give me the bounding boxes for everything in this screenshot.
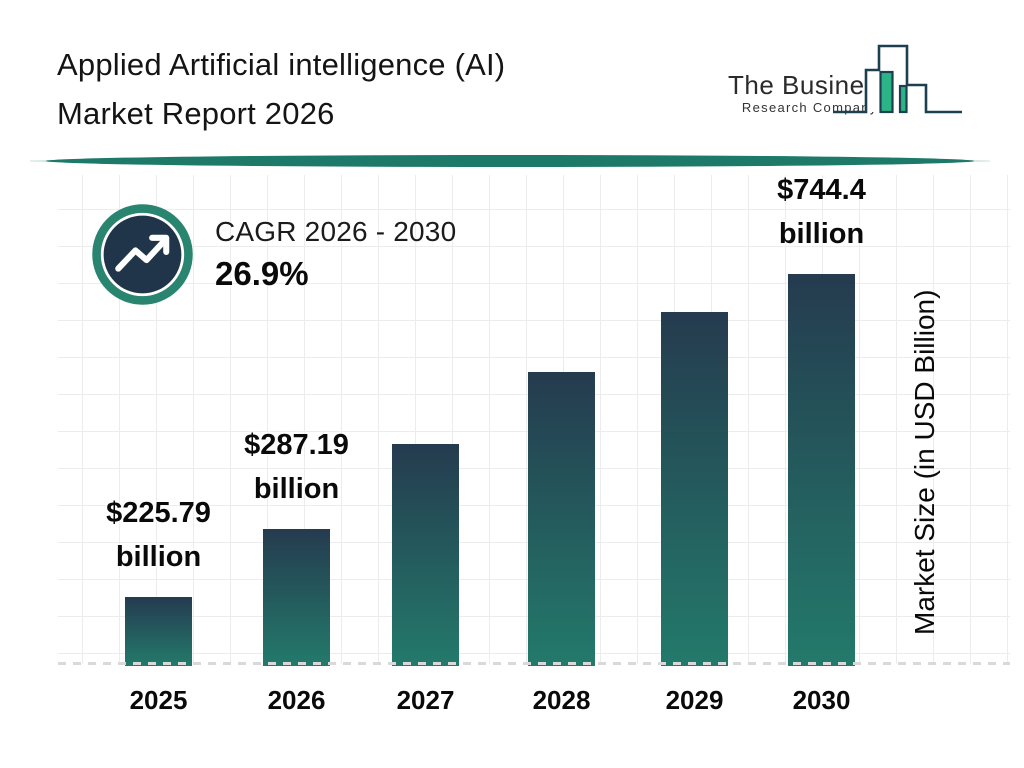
bar-2030 — [788, 274, 855, 666]
bar-value-line1: $225.79 — [106, 497, 211, 529]
page-title: Applied Artificial intelligence (AI) Mar… — [57, 40, 505, 138]
bar-2026 — [263, 529, 330, 666]
x-axis-label-2028: 2028 — [532, 685, 591, 715]
bar-value-line2: billion — [778, 218, 865, 250]
bar-2028 — [528, 372, 595, 666]
x-axis-label-2029: 2029 — [665, 685, 724, 715]
bar-value-line1: $287.19 — [244, 429, 349, 461]
bar-group-2030: $744.4 billion 2030 — [777, 174, 866, 715]
bar-2027 — [392, 444, 459, 666]
divider-lens-shape — [46, 155, 974, 167]
bar-group-2026: $287.19 billion 2026 — [244, 175, 349, 715]
divider-rule — [30, 152, 990, 170]
bar-group-2029: 2029 — [661, 175, 728, 715]
bar-chart: CAGR 2026 - 2030 26.9% $225.79 billion 2… — [58, 174, 1010, 715]
x-axis-label-2026: 2026 — [267, 685, 326, 715]
bar-chart-skyline-icon — [833, 44, 962, 114]
bar-value-line2: billion — [253, 473, 340, 505]
bar-2025 — [125, 597, 192, 666]
page-title-line1: Applied Artificial intelligence (AI) — [57, 47, 506, 82]
cagr-value: 26.9% — [215, 255, 309, 292]
bar-value-label-2026: $287.19 billion — [157, 423, 437, 511]
cagr-text: CAGR 2026 - 2030 26.9% — [215, 216, 456, 293]
company-name: The Business — [728, 70, 892, 100]
trending-up-icon — [92, 204, 193, 305]
bar-value-label-2030: $744.4 billion — [682, 168, 962, 256]
page-title-line2: Market Report 2026 — [57, 96, 335, 131]
x-axis-label-2025: 2025 — [129, 685, 188, 715]
bar-value-label-2025: $225.79 billion — [19, 491, 299, 579]
bar-value-line2: billion — [115, 541, 202, 573]
company-logo: The Business Research Company — [724, 40, 990, 135]
bar-value-line1: $744.4 — [777, 174, 866, 206]
bar-group-2027: 2027 — [392, 175, 459, 715]
bar-group-2028: 2028 — [528, 175, 595, 715]
x-axis-baseline — [58, 662, 1010, 665]
bar-2029 — [661, 312, 728, 666]
y-axis-label: Market Size (in USD Billion) — [909, 289, 940, 636]
cagr-badge: CAGR 2026 - 2030 26.9% — [92, 204, 456, 305]
x-axis-label-2030: 2030 — [792, 685, 851, 715]
x-axis-label-2027: 2027 — [396, 685, 455, 715]
bar-group-2025: $225.79 billion 2025 — [106, 175, 211, 715]
cagr-period-label: CAGR 2026 - 2030 — [215, 216, 457, 247]
